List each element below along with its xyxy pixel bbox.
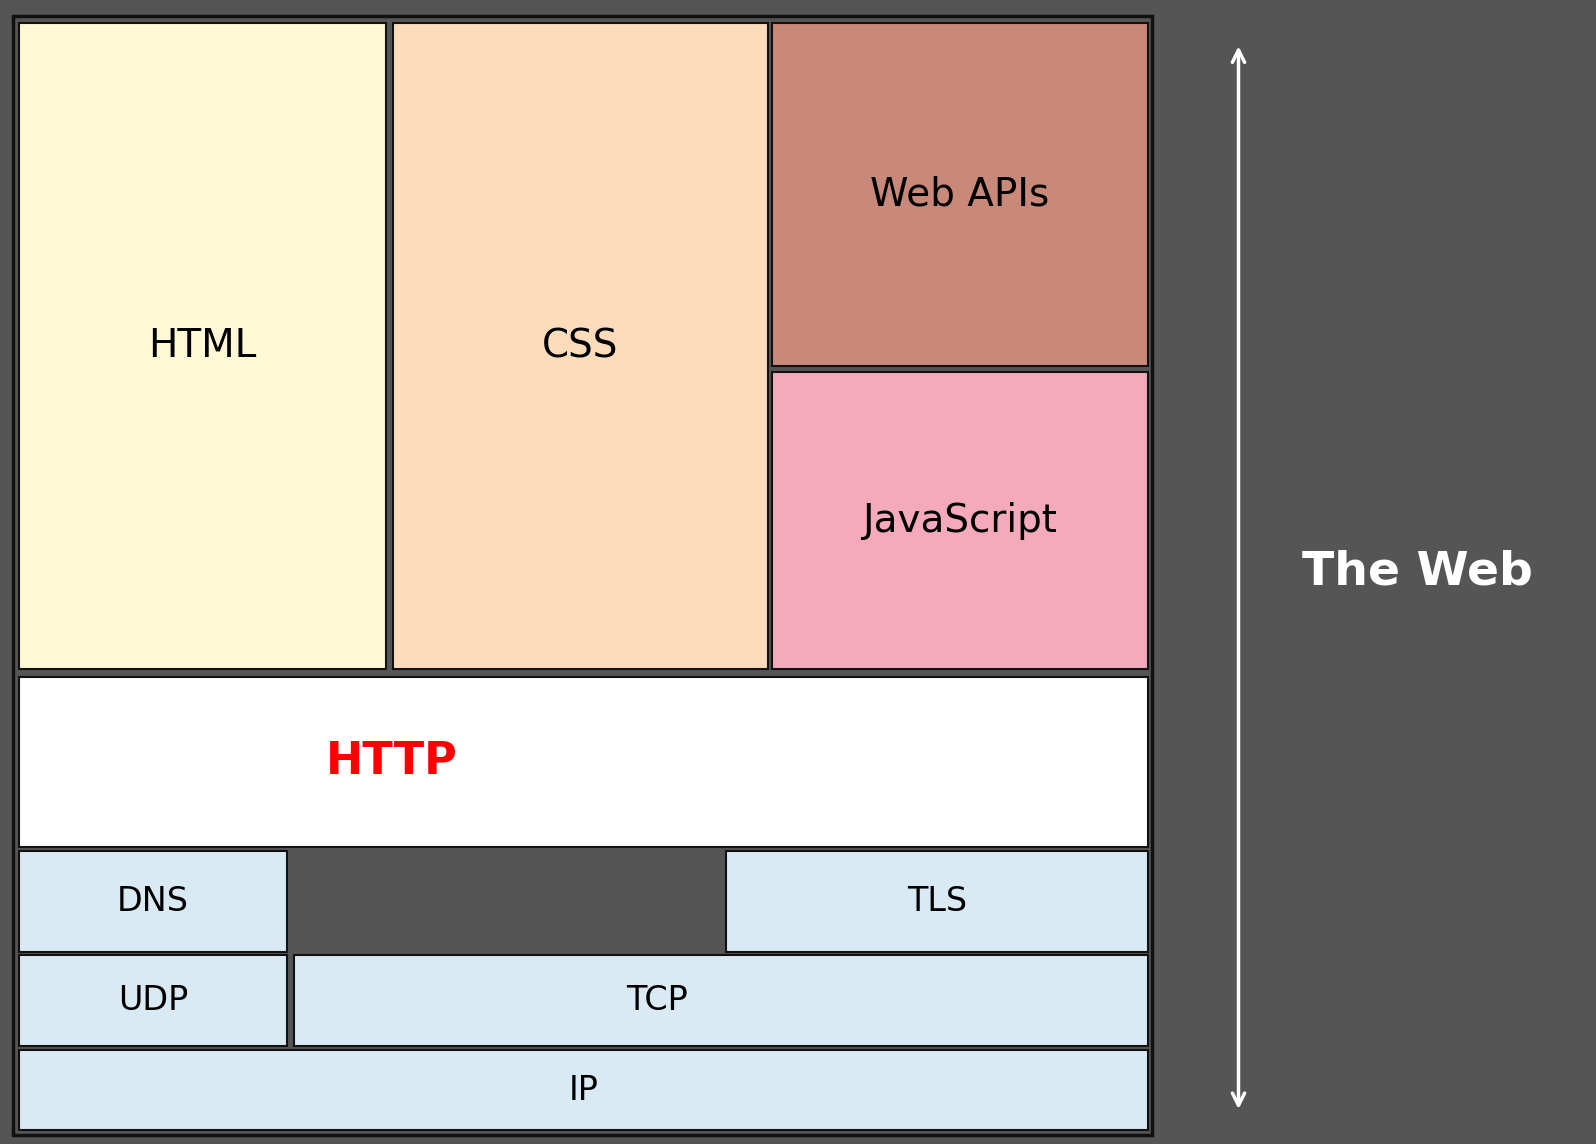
Bar — [19, 677, 1148, 847]
Bar — [19, 23, 386, 669]
Bar — [19, 851, 287, 952]
Text: JavaScript: JavaScript — [862, 501, 1058, 540]
Bar — [294, 955, 1148, 1046]
Bar — [393, 23, 768, 669]
Text: HTML: HTML — [148, 327, 257, 365]
Text: CSS: CSS — [543, 327, 618, 365]
Bar — [726, 851, 1148, 952]
Text: IP: IP — [568, 1074, 598, 1106]
Text: TCP: TCP — [626, 984, 688, 1017]
Bar — [772, 372, 1148, 669]
Text: UDP: UDP — [118, 984, 188, 1017]
Text: Web APIs: Web APIs — [870, 175, 1050, 214]
Bar — [19, 1050, 1148, 1130]
Text: TLS: TLS — [907, 885, 967, 917]
Text: HTTP: HTTP — [326, 740, 458, 784]
Bar — [772, 23, 1148, 366]
Text: The Web: The Web — [1302, 549, 1532, 595]
Text: DNS: DNS — [117, 885, 190, 917]
Bar — [13, 16, 1152, 1135]
Bar — [19, 955, 287, 1046]
